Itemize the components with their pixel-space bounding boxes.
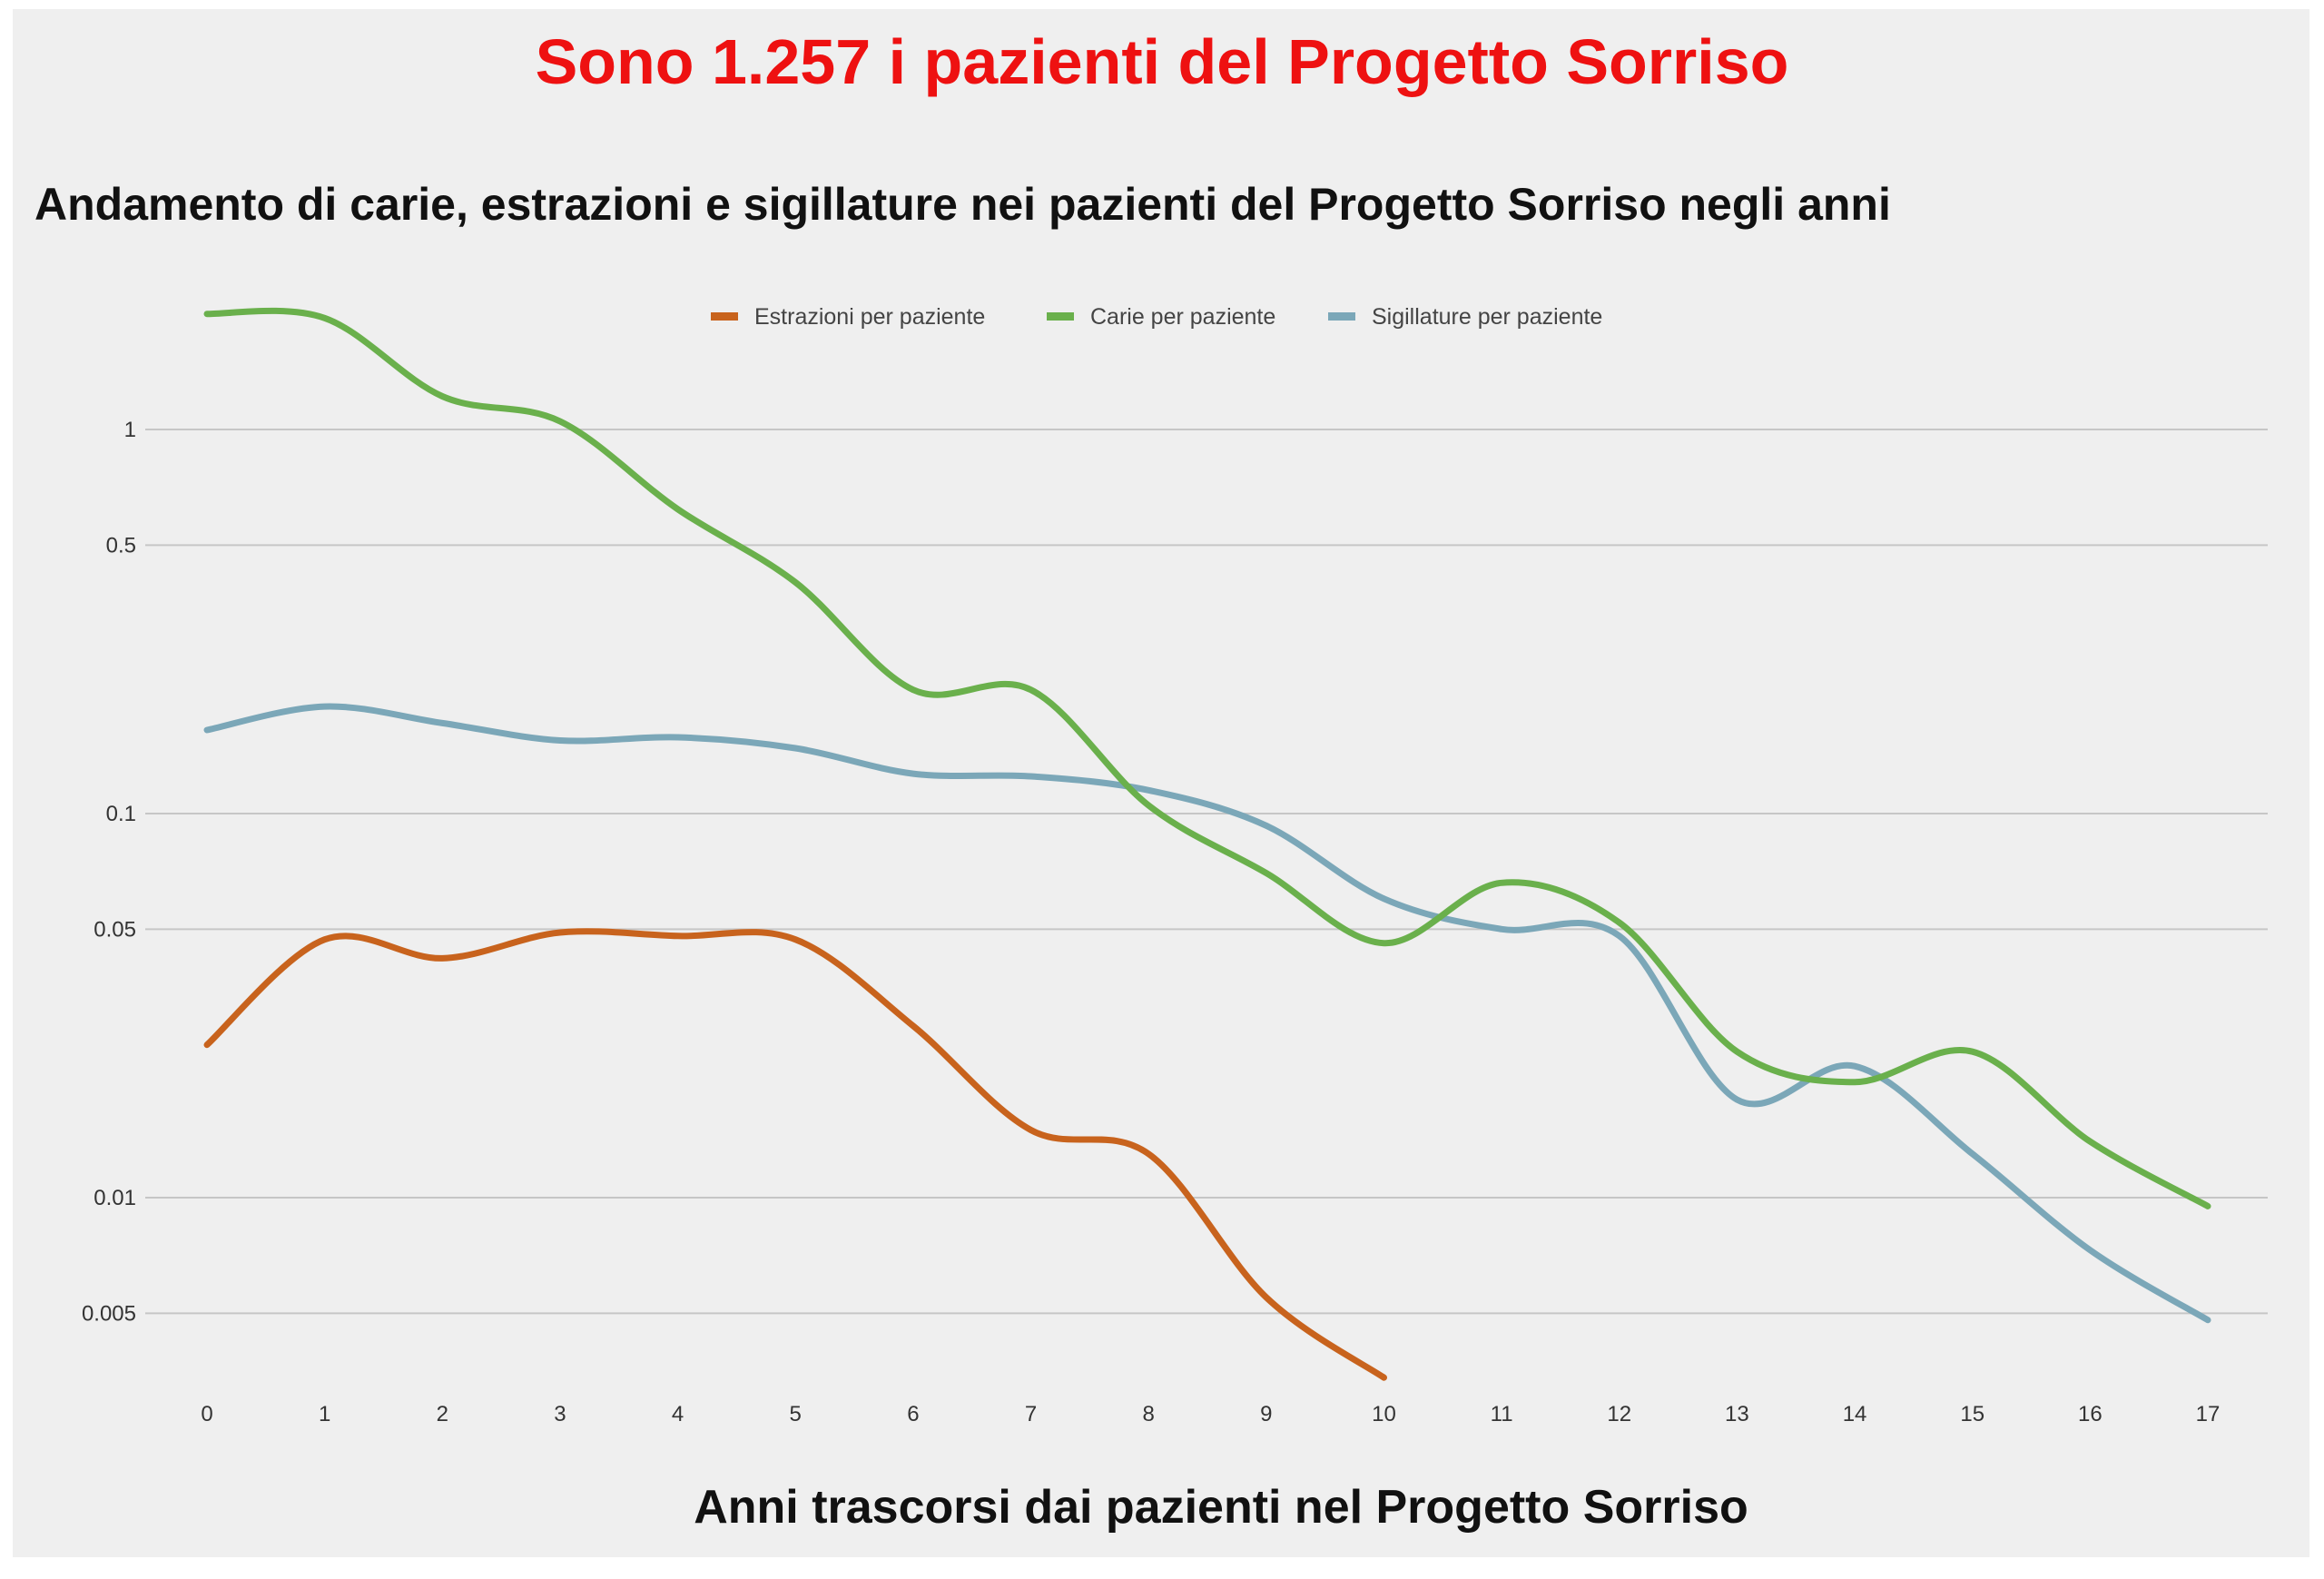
legend-label-sigillature: Sigillature per paziente (1372, 304, 1602, 330)
series-line-sigillature (203, 703, 2211, 1324)
x-tick-label-16: 16 (2078, 1402, 2102, 1426)
x-tick-label-11: 11 (1491, 1402, 1513, 1426)
series-line-estrazioni (203, 928, 1387, 1381)
x-axis-ticks: 0 1 2 3 4 5 6 7 8 9 10 11 12 13 14 15 16 17 (201, 1402, 2220, 1426)
x-axis-label: Anni trascorsi dai pazienti nel Progetto… (694, 1481, 1748, 1534)
legend: Estrazioni per paziente Carie per pazient… (711, 304, 1602, 330)
legend-swatch-estrazioni (711, 312, 738, 321)
x-tick-label-4: 4 (672, 1402, 684, 1426)
x-tick-label-2: 2 (437, 1402, 448, 1426)
legend-swatch-sigillature (1328, 312, 1355, 321)
y-axis-ticks: 1 0.5 0.1 0.05 0.01 0.005 (82, 418, 136, 1326)
grid-lines (145, 429, 2268, 1315)
x-tick-label-5: 5 (790, 1402, 802, 1426)
x-tick-label-1: 1 (319, 1402, 330, 1426)
y-tick-label-2: 0.1 (106, 802, 136, 826)
x-tick-label-15: 15 (1960, 1402, 1984, 1426)
chart-title: Andamento di carie, estrazioni e sigilla… (34, 179, 1891, 230)
x-tick-label-17: 17 (2196, 1402, 2221, 1426)
x-tick-label-3: 3 (554, 1402, 566, 1426)
x-tick-label-14: 14 (1843, 1402, 1867, 1426)
x-tick-label-0: 0 (201, 1402, 212, 1426)
x-tick-label-8: 8 (1142, 1402, 1154, 1426)
x-tick-label-7: 7 (1025, 1402, 1037, 1426)
series-lines (203, 307, 2211, 1381)
chart-panel (13, 9, 2309, 1557)
legend-label-estrazioni: Estrazioni per paziente (754, 304, 985, 330)
x-tick-label-12: 12 (1607, 1402, 1631, 1426)
headline: Sono 1.257 i pazienti del Progetto Sorri… (535, 26, 1789, 97)
y-tick-label-4: 0.01 (94, 1186, 136, 1210)
legend-swatch-carie (1047, 312, 1074, 321)
x-tick-label-9: 9 (1260, 1402, 1272, 1426)
y-tick-label-3: 0.05 (94, 917, 136, 942)
x-tick-label-6: 6 (907, 1402, 919, 1426)
y-tick-label-1: 0.5 (106, 533, 136, 558)
x-tick-label-13: 13 (1725, 1402, 1749, 1426)
y-tick-label-5: 0.005 (82, 1301, 136, 1326)
y-tick-label-0: 1 (124, 418, 136, 442)
x-tick-label-10: 10 (1372, 1402, 1396, 1426)
legend-label-carie: Carie per paziente (1090, 304, 1275, 330)
series-line-carie (203, 307, 2211, 1209)
